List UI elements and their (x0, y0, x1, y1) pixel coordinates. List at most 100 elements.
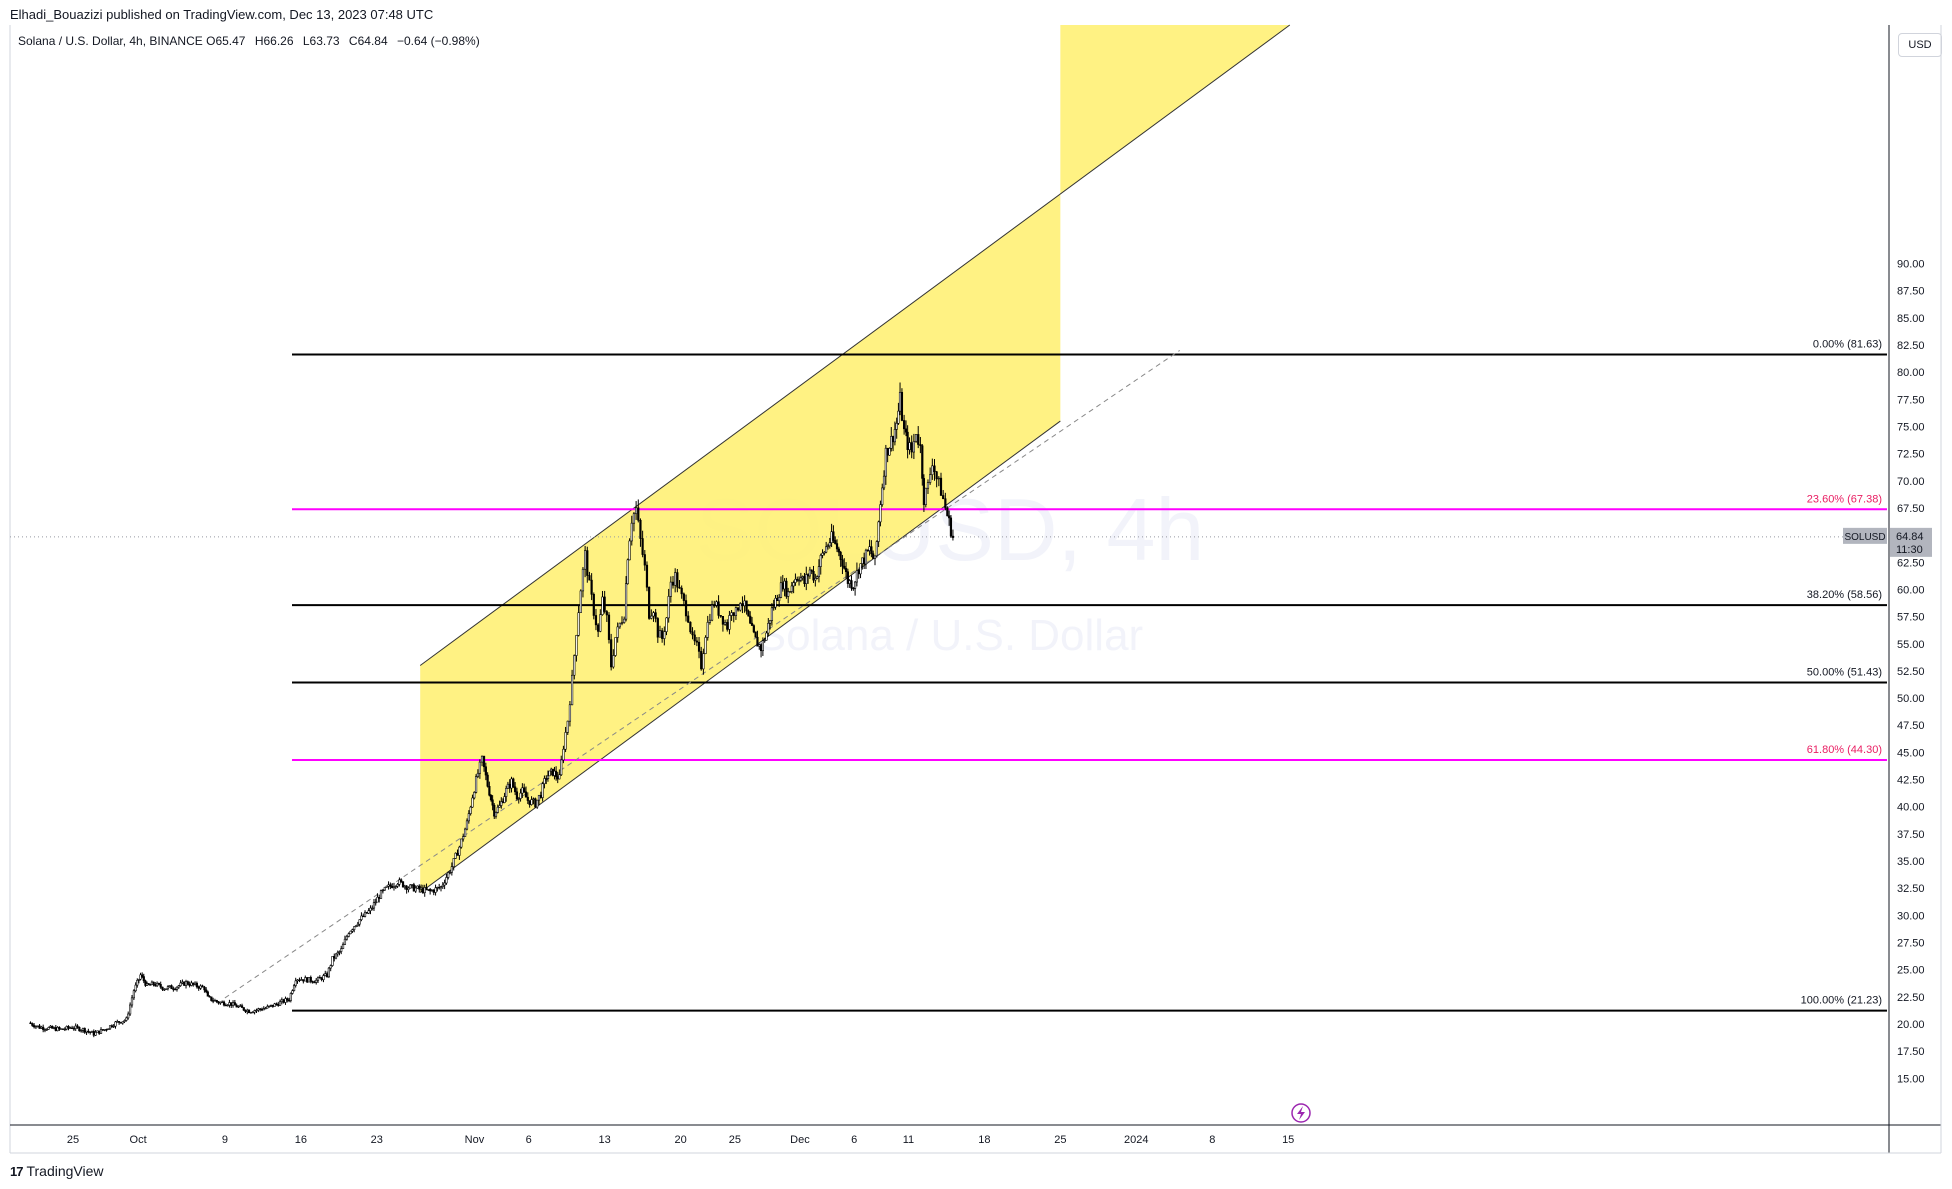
candle-body (367, 910, 370, 914)
candle-body (401, 881, 405, 888)
candle-body (396, 884, 399, 887)
candle-body (49, 1025, 52, 1028)
x-tick-label: 15 (1282, 1134, 1294, 1146)
candle-body (101, 1029, 104, 1031)
candle-body (327, 967, 330, 978)
candle-body (215, 999, 218, 1003)
candle-body (787, 591, 790, 597)
channel-fill (420, 25, 1290, 893)
candle-body (900, 391, 904, 421)
candle-body (230, 1002, 233, 1006)
candle-body (333, 956, 336, 959)
candle-body (42, 1026, 45, 1030)
candle-body (781, 582, 784, 590)
candle-body (857, 570, 860, 575)
candle-body (895, 422, 898, 430)
candle-body (897, 410, 900, 424)
y-tick-label: 35.00 (1897, 856, 1925, 868)
candle-body (570, 674, 574, 706)
candle-body (137, 978, 141, 981)
candle-body (145, 983, 149, 986)
candle-body (439, 886, 443, 889)
candle-body (315, 979, 318, 983)
candle-body (67, 1026, 70, 1029)
candle-body (702, 653, 705, 670)
candle-body (859, 563, 862, 575)
candle-body (817, 566, 821, 577)
candle-body (112, 1025, 115, 1028)
y-tick-label: 30.00 (1897, 910, 1925, 922)
candle-body (886, 447, 889, 456)
candle-body (284, 998, 287, 1003)
candle-body (826, 545, 830, 548)
event-marker-icon[interactable] (1291, 1103, 1311, 1123)
candle-body (812, 571, 815, 581)
candle-body (257, 1008, 260, 1011)
candle-body (590, 579, 593, 595)
candle-body (689, 621, 692, 633)
candle-body (814, 577, 817, 581)
candle-body (99, 1029, 103, 1034)
candle-body (819, 555, 822, 567)
candle-body (743, 600, 746, 607)
candle-body (667, 596, 670, 619)
fib-label-1: 23.60% (67.38) (1807, 493, 1882, 505)
candle-body (652, 612, 655, 617)
candle-body (235, 1004, 238, 1008)
candle-body (150, 981, 154, 986)
candle-body (517, 798, 520, 800)
candle-body (506, 783, 510, 789)
candle-body (54, 1027, 57, 1032)
candle-body (868, 546, 871, 551)
candle-body (875, 541, 878, 557)
candle-body (89, 1031, 92, 1033)
candle-body (363, 911, 367, 917)
candle-body (645, 564, 649, 588)
candle-body (616, 626, 619, 638)
candle-body (558, 774, 561, 780)
candle-body (948, 515, 951, 519)
candle-body (562, 748, 565, 761)
candle-body (783, 580, 786, 590)
candle-body (394, 885, 397, 888)
candle-body (541, 783, 544, 798)
candle-body (872, 553, 875, 559)
candle-body (607, 614, 611, 640)
candle-body (277, 1003, 280, 1006)
candle-body (149, 984, 152, 986)
candle-body (60, 1028, 63, 1030)
candle-body (421, 887, 425, 894)
candle-body (515, 791, 519, 800)
currency-button[interactable]: USD (1898, 33, 1942, 57)
candle-body (471, 797, 474, 808)
candle-body (548, 770, 551, 777)
watermark-symbol: SOLUSD, 4h (696, 480, 1205, 579)
candle-body (661, 630, 664, 639)
candle-body (242, 1007, 245, 1011)
candle-body (78, 1026, 81, 1032)
candle-body (300, 979, 303, 981)
candle-body (409, 884, 412, 889)
candle-body (671, 581, 675, 586)
candle-body (436, 886, 439, 889)
candle-body (691, 631, 694, 636)
candle-body (163, 989, 166, 991)
candle-body (217, 1001, 220, 1004)
candle-body (311, 981, 314, 983)
candle-body (405, 885, 408, 890)
candle-body (268, 1005, 271, 1008)
candle-body (105, 1029, 108, 1031)
candle-body (132, 990, 135, 999)
candle-body (550, 768, 553, 772)
candle-body (192, 982, 195, 985)
candle-body (412, 884, 415, 892)
candle-body (463, 828, 467, 837)
candle-body (36, 1025, 39, 1027)
candle-body (443, 882, 446, 886)
candle-body (706, 622, 709, 638)
candle-body (476, 772, 479, 777)
tradingview-brand[interactable]: 17 TradingView (10, 1163, 104, 1179)
open-value: 65.47 (215, 34, 246, 48)
candle-body (423, 887, 426, 894)
